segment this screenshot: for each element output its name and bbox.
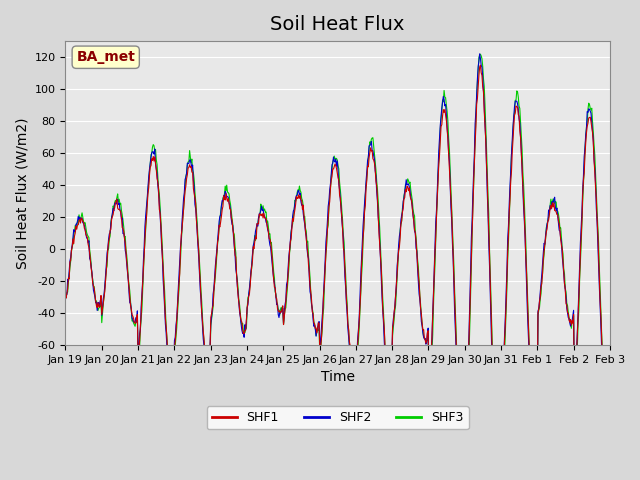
SHF1 [477, 62, 484, 68]
SHF2 [606, 391, 614, 396]
SHF3 [127, 308, 135, 313]
SHF3 [183, 171, 191, 177]
SHF1 [495, 455, 502, 460]
SHF1 [72, 230, 79, 236]
SHF1 [211, 268, 219, 274]
X-axis label: Time: Time [321, 371, 355, 384]
SHF3 [211, 274, 219, 279]
SHF3 [494, 466, 502, 472]
Line: SHF3: SHF3 [65, 54, 610, 469]
SHF2 [404, 181, 412, 187]
SHF3 [420, 334, 428, 339]
SHF2 [72, 228, 79, 234]
SHF2 [127, 307, 135, 312]
SHF2 [494, 465, 502, 471]
Y-axis label: Soil Heat Flux (W/m2): Soil Heat Flux (W/m2) [15, 118, 29, 269]
SHF2 [61, 297, 69, 303]
SHF1 [404, 184, 412, 190]
SHF1 [127, 306, 135, 312]
Line: SHF2: SHF2 [65, 54, 610, 468]
Title: Soil Heat Flux: Soil Heat Flux [271, 15, 405, 34]
SHF2 [476, 51, 483, 57]
SHF1 [61, 294, 69, 300]
SHF1 [420, 326, 428, 332]
Text: BA_met: BA_met [76, 50, 135, 64]
SHF2 [211, 263, 219, 269]
SHF3 [72, 223, 79, 228]
SHF2 [183, 170, 191, 176]
SHF1 [183, 176, 191, 181]
SHF3 [61, 294, 69, 300]
SHF3 [477, 51, 484, 57]
Legend: SHF1, SHF2, SHF3: SHF1, SHF2, SHF3 [207, 406, 468, 429]
SHF1 [606, 391, 614, 396]
Line: SHF1: SHF1 [65, 65, 610, 457]
SHF2 [420, 335, 428, 340]
SHF3 [606, 405, 614, 410]
SHF3 [404, 176, 412, 182]
